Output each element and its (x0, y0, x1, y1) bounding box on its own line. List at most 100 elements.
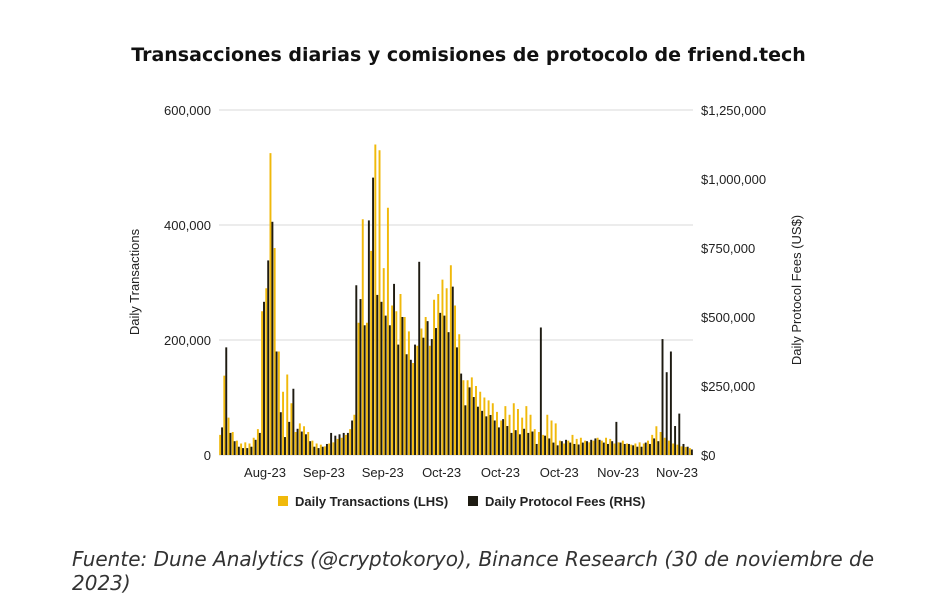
bar-fees (435, 328, 437, 455)
bar-transactions (269, 153, 272, 456)
bar-transactions (458, 334, 461, 455)
bar-fees (573, 443, 576, 455)
bar-fees (447, 332, 450, 455)
bar-transactions (680, 446, 683, 456)
x-tick-label: Sep-23 (303, 465, 345, 480)
bar-fees (426, 321, 429, 455)
bar-fees (489, 414, 492, 455)
bar-transactions (588, 442, 591, 455)
bar-transactions (613, 443, 616, 455)
bar-transactions (626, 443, 628, 455)
bar-transactions (684, 446, 687, 455)
bar-transactions (235, 440, 238, 456)
bar-fees (586, 441, 588, 455)
bar-transactions (332, 442, 335, 455)
bar-fees (422, 337, 425, 455)
legend: Daily Transactions (LHS) Daily Protocol F… (278, 494, 645, 509)
bar-transactions (642, 443, 645, 455)
bar-fees (393, 283, 396, 455)
source-caption: Fuente: Dune Analytics (@cryptokoryo), B… (72, 547, 875, 595)
bar-transactions (600, 440, 603, 456)
bar-transactions (533, 429, 536, 456)
bar-fees (351, 420, 354, 455)
bar-transactions (357, 322, 360, 455)
bar-transactions (558, 440, 561, 456)
bar-transactions (546, 414, 549, 455)
bar-fees (535, 443, 538, 455)
bar-transactions (407, 331, 410, 456)
y-right-tick-label: $250,000 (701, 379, 755, 394)
bar-transactions (290, 403, 293, 455)
bar-transactions (248, 443, 251, 455)
bar-transactions (303, 426, 305, 455)
bar-transactions (378, 150, 381, 455)
bar-transactions (336, 438, 339, 455)
x-tick-label: Oct-23 (481, 465, 520, 480)
bar-fees (514, 430, 517, 455)
bar-transactions (298, 423, 301, 456)
bar-transactions (638, 442, 641, 455)
bar-transactions (500, 420, 503, 455)
bar-fees (418, 261, 421, 455)
bar-transactions (567, 440, 570, 456)
bar-fees (627, 443, 630, 455)
bar-transactions (596, 437, 599, 455)
bar-fees (690, 449, 693, 455)
bar-fees (460, 373, 463, 455)
bar-fees (493, 420, 496, 455)
bar-transactions (466, 380, 469, 455)
bar-fees (288, 421, 291, 455)
bar-fees (523, 428, 526, 455)
bar-fees (300, 431, 303, 455)
bar-transactions (441, 279, 444, 456)
bar-transactions (487, 400, 490, 456)
bar-transactions (420, 328, 423, 455)
bar-transactions (391, 305, 394, 455)
bar-transactions (592, 440, 595, 456)
bar-transactions (428, 345, 431, 455)
legend-label: Daily Protocol Fees (RHS) (485, 494, 645, 509)
y-right-tick-label: $750,000 (701, 241, 755, 256)
bar-fees (607, 443, 609, 455)
bar-transactions (412, 363, 415, 455)
y-left-axis-label: Daily Transactions (127, 228, 142, 335)
bar-transactions (353, 414, 356, 455)
bar-fees (640, 446, 643, 455)
bar-fees (544, 435, 547, 455)
bar-transactions (470, 377, 473, 456)
bar-transactions (621, 440, 624, 456)
bar-transactions (563, 443, 566, 455)
bar-transactions (525, 406, 528, 456)
bar-fees (611, 441, 614, 455)
bar-transactions (386, 207, 389, 455)
bar-fees (594, 438, 597, 455)
bar-fees (686, 446, 689, 455)
bar-transactions (617, 442, 620, 455)
bar-transactions (294, 432, 297, 455)
bar-transactions (521, 417, 524, 456)
y-left-tick-label: 400,000 (164, 218, 211, 233)
bar-transactions (655, 426, 658, 455)
bar-transactions (512, 403, 515, 455)
bar-fees (678, 413, 681, 455)
bar-fees (325, 443, 328, 455)
bar-fees (661, 339, 664, 455)
bar-fees (258, 432, 261, 455)
bar-fees (304, 434, 307, 455)
bar-fees (296, 428, 299, 455)
x-tick-label: Nov-23 (656, 465, 698, 480)
bar-fees (279, 412, 282, 455)
bar-fees (401, 317, 404, 455)
bar-fees (669, 351, 672, 455)
bar-transactions (244, 442, 247, 455)
bar-transactions (571, 434, 574, 456)
bar-transactions (223, 375, 226, 455)
bar-transactions (311, 440, 314, 456)
bar-fees (665, 372, 668, 455)
bar-transactions (273, 248, 276, 455)
y-right-tick-label: $1,000,000 (701, 172, 766, 187)
legend-label: Daily Transactions (LHS) (295, 494, 448, 509)
bar-transactions (416, 345, 419, 455)
bar-transactions (252, 437, 255, 455)
y-left-tick-label: 200,000 (164, 333, 211, 348)
